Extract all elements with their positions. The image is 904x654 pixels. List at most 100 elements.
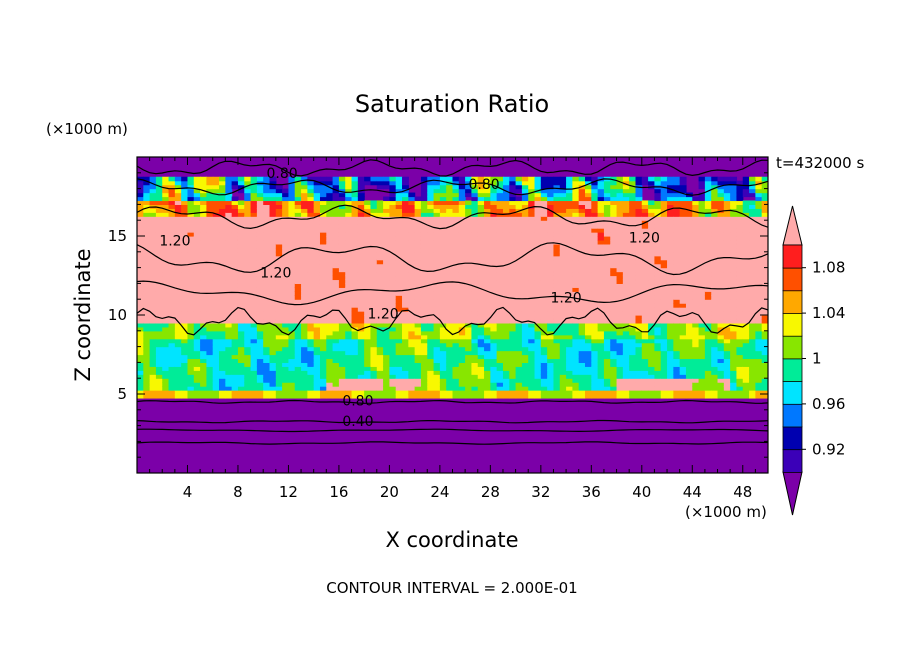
field-cell [509,334,517,340]
field-cell [244,318,252,324]
field-cell [477,184,485,190]
field-cell [603,330,611,336]
field-cell [685,350,693,356]
field-cell [420,326,428,332]
field-cell [383,208,390,213]
field-cell [622,243,630,249]
field-cell [484,267,491,273]
field-cell [679,279,687,284]
field-cell [237,307,245,312]
field-cell [427,184,435,190]
field-cell [622,366,630,371]
field-cell [484,307,491,312]
field-cell [559,251,567,257]
field-cell [250,338,258,344]
field-cell [200,283,208,288]
field-cell [383,228,390,233]
field-cell [200,334,208,340]
field-cell [585,236,592,241]
field-cell [484,208,491,213]
field-cell [200,362,208,367]
field-cell [269,180,277,186]
field-cell [679,326,687,332]
field-cell [591,382,599,387]
field-cell [351,338,359,344]
field-cell [395,267,403,273]
field-cell [402,326,409,332]
field-cell [225,362,233,367]
field-cell [351,299,359,304]
field-cell [534,180,542,186]
field-cell [509,192,517,198]
field-cell [509,354,517,360]
field-cell [616,287,624,292]
field-cell [610,362,618,367]
field-cell [219,291,226,296]
field-cell [465,386,473,391]
field-cell [528,228,536,233]
field-cell [439,342,447,348]
field-cell [515,362,523,367]
field-cell [338,180,346,186]
field-cell [622,295,630,300]
field-cell [269,267,277,273]
field-cell [263,307,271,312]
field-cell [168,362,176,367]
field-cell [143,386,151,391]
field-cell [212,200,220,205]
field-cell [275,287,283,292]
field-cell [250,390,258,395]
field-cell [357,180,365,186]
field-cell [326,358,334,363]
field-cell [572,204,580,209]
field-cell [162,184,170,190]
field-cell [351,318,359,324]
field-cell [174,326,182,332]
field-cell [143,251,151,257]
field-cell [168,326,176,332]
field-cell [603,263,611,269]
field-cell [433,204,441,209]
field-cell [345,236,353,241]
field-cell [660,394,668,399]
field-cell [326,232,334,237]
field-cell [591,243,599,249]
field-cell [679,311,687,316]
field-cell [187,196,195,202]
field-cell [685,374,693,379]
field-cell [219,299,226,304]
field-cell [648,259,656,265]
field-cell [667,184,674,190]
field-cell [534,386,542,391]
field-cell [383,263,390,269]
field-cell [219,232,226,237]
field-cell [155,243,163,249]
field-cell [307,243,315,249]
field-cell [597,271,605,277]
field-cell [338,287,346,292]
field-cell [648,220,656,225]
field-cell [244,239,252,245]
field-cell [231,322,239,328]
field-cell [288,255,296,261]
field-cell [471,228,479,233]
field-cell [635,366,643,371]
field-cell [673,386,681,391]
field-cell [635,275,643,281]
field-cell [446,291,454,296]
field-cell [692,251,700,257]
field-cell [439,267,447,273]
field-cell [540,366,548,371]
field-cell [597,200,605,205]
field-cell [319,374,327,379]
field-cell [667,180,674,186]
field-cell [301,334,308,340]
field-cell [692,271,700,277]
field-cell [389,212,397,217]
field-cell [566,263,573,269]
field-cell [427,239,435,245]
field-cell [294,279,302,284]
field-cell [332,338,340,344]
field-cell [288,295,296,300]
field-cell [559,271,567,277]
